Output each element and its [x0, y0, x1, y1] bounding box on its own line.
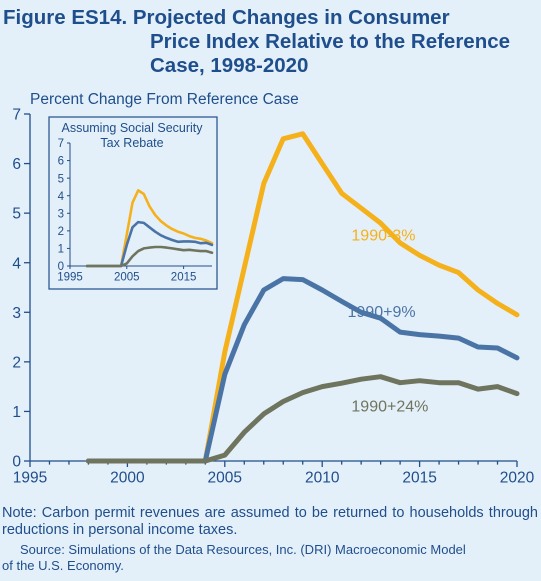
inset-title-line-2: Tax Rebate [100, 136, 163, 150]
main-series-line-2 [85, 276, 520, 464]
main-x-tick-label: 2020 [500, 470, 535, 487]
main-series-label-3: 1990+24% [351, 398, 428, 415]
title-line-1: Figure ES14. Projected Changes in Consum… [3, 6, 450, 29]
main-series-line-3 [85, 374, 520, 464]
y-axis-label: Percent Change From Reference Case [30, 91, 299, 108]
main-y-tick-label: 1 [12, 404, 21, 421]
main-x-tick-label: 2010 [305, 470, 340, 487]
main-y-tick-label: 6 [12, 156, 21, 173]
source-note: Source: Simulations of the Data Resource… [2, 542, 538, 574]
main-y-tick-label: 0 [12, 454, 21, 471]
source-line-1: Source: Simulations of the Data Resource… [20, 542, 466, 557]
footnote: Note: Carbon permit revenues are assumed… [2, 505, 538, 538]
main-x-tick-label: 2000 [110, 470, 145, 487]
main-x-tick-label: 1995 [13, 470, 47, 487]
main-y-tick-label: 3 [12, 305, 21, 322]
main-y-tick-label: 4 [12, 255, 21, 272]
main-x-tick-label: 2015 [402, 470, 436, 487]
inset-y-tick-label: 6 [58, 156, 64, 168]
title-line-2: Price Index Relative to the Reference [150, 30, 511, 53]
main-series-label-2: 1990+9% [348, 304, 416, 321]
inset-y-tick-label: 3 [58, 208, 64, 220]
inset-x-tick-label: 2015 [171, 272, 197, 284]
inset-y-tick-label: 4 [58, 191, 65, 203]
main-y-tick-label: 7 [12, 107, 21, 124]
inset-title-line-1: Assuming Social Security [61, 121, 203, 135]
inset-x-tick-label: 1995 [57, 272, 83, 284]
inset-series-line-3 [85, 245, 214, 268]
inset-y-tick-label: 1 [58, 244, 64, 256]
source-line-2: of the U.S. Economy. [2, 558, 124, 573]
title-line-3: Case, 1998-2020 [150, 54, 309, 77]
inset-y-tick-label: 2 [58, 226, 64, 238]
main-y-tick-label: 2 [12, 354, 21, 371]
inset-x-tick-label: 2005 [114, 272, 140, 284]
main-series-label-1: 1990-3% [351, 227, 415, 244]
main-y-tick-label: 5 [12, 206, 21, 223]
main-x-tick-label: 2005 [208, 470, 242, 487]
inset-y-tick-label: 0 [58, 261, 64, 273]
inset-y-tick-label: 5 [58, 173, 64, 185]
inset-chart: Assuming Social Security Tax Rebate 0 1 2 3… [48, 116, 218, 290]
inset-y-tick-label: 7 [58, 138, 64, 150]
